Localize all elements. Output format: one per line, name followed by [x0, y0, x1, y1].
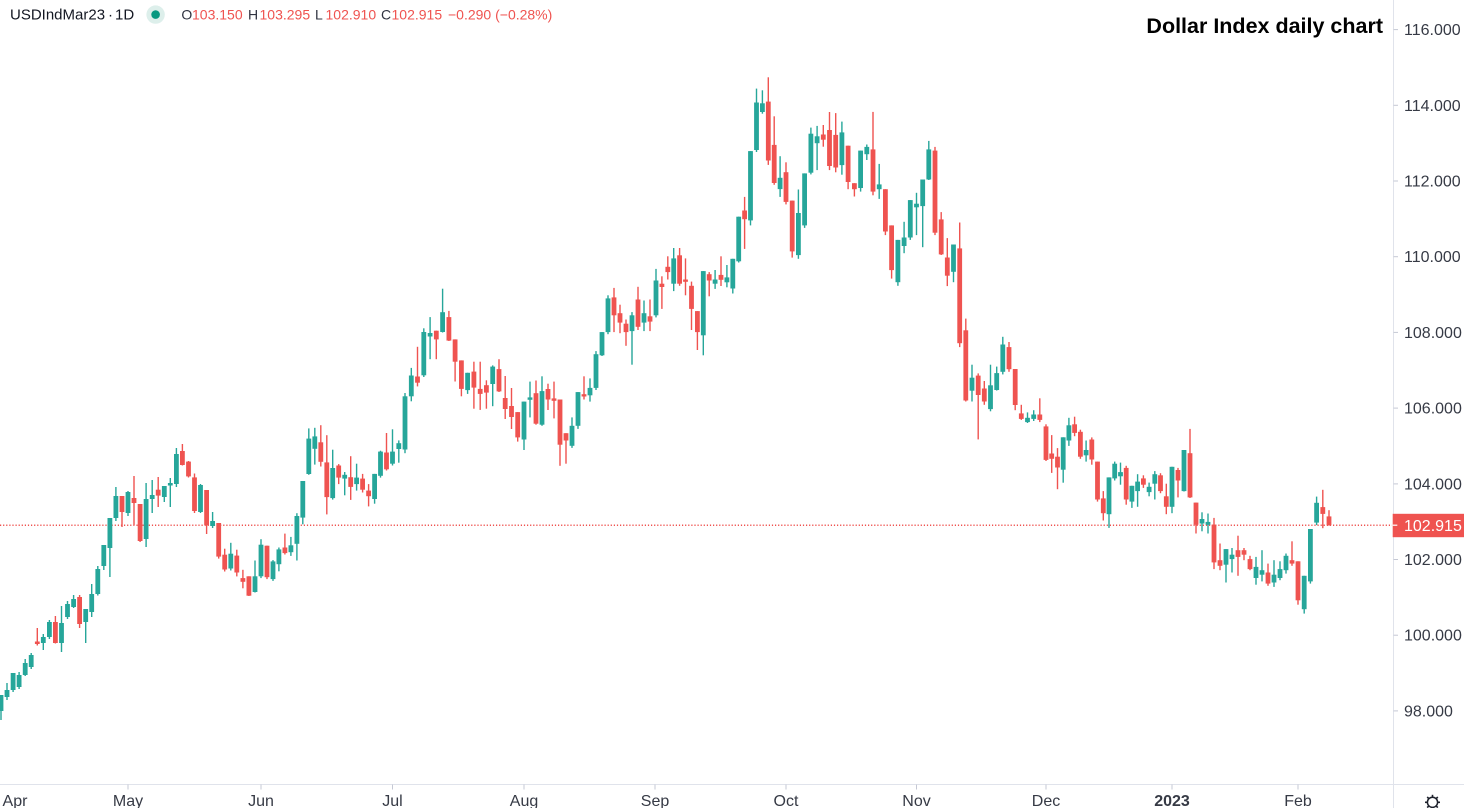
svg-text:Jun: Jun: [248, 793, 274, 808]
svg-text:102.915: 102.915: [392, 7, 443, 23]
svg-text:·: ·: [108, 7, 113, 24]
svg-text:Sep: Sep: [641, 793, 670, 808]
svg-text:H: H: [248, 7, 258, 23]
svg-text:98.000: 98.000: [1404, 703, 1453, 720]
svg-text:104.000: 104.000: [1404, 476, 1462, 493]
svg-text:2023: 2023: [1154, 793, 1190, 808]
svg-text:L: L: [315, 7, 323, 23]
svg-text:114.000: 114.000: [1404, 98, 1461, 115]
svg-text:May: May: [113, 793, 143, 808]
svg-text:Aug: Aug: [510, 793, 538, 808]
svg-text:−0.290 (−0.28%): −0.290 (−0.28%): [448, 7, 552, 23]
svg-text:Oct: Oct: [774, 793, 799, 808]
svg-text:110.000: 110.000: [1404, 249, 1461, 266]
svg-text:108.000: 108.000: [1404, 325, 1462, 342]
svg-text:103.150: 103.150: [192, 7, 243, 23]
svg-text:Dollar Index daily chart: Dollar Index daily chart: [1146, 14, 1383, 38]
svg-text:Nov: Nov: [902, 793, 930, 808]
svg-text:112.000: 112.000: [1404, 174, 1461, 191]
svg-text:106.000: 106.000: [1404, 401, 1462, 418]
svg-text:102.915: 102.915: [1404, 518, 1462, 535]
svg-text:102.000: 102.000: [1404, 552, 1462, 569]
svg-text:Jul: Jul: [382, 793, 402, 808]
svg-text:Dec: Dec: [1032, 793, 1060, 808]
svg-text:Feb: Feb: [1284, 793, 1312, 808]
svg-text:C: C: [381, 7, 391, 23]
svg-text:100.000: 100.000: [1404, 628, 1462, 645]
svg-text:Apr: Apr: [3, 793, 29, 808]
svg-text:102.910: 102.910: [326, 7, 377, 23]
svg-text:116.000: 116.000: [1404, 22, 1461, 39]
svg-text:O: O: [181, 7, 192, 23]
svg-text:USDIndMar23: USDIndMar23: [10, 7, 105, 24]
svg-text:1D: 1D: [115, 7, 134, 24]
svg-text:103.295: 103.295: [260, 7, 311, 23]
